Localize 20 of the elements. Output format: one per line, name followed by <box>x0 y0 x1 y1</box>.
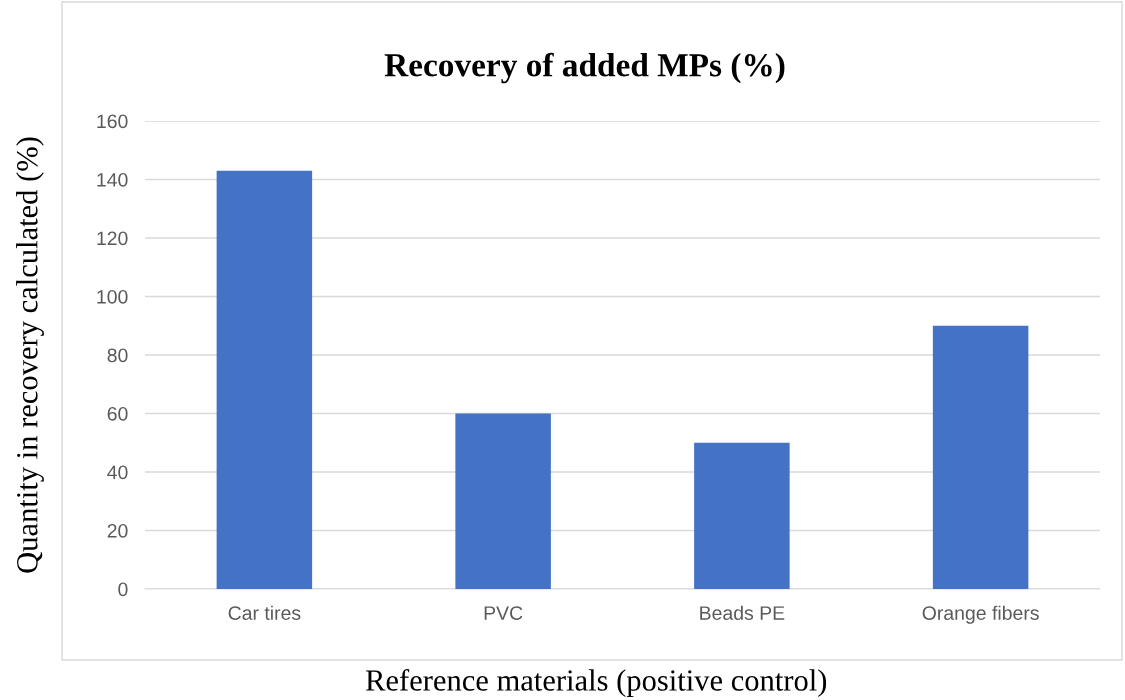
y-tick-label: 80 <box>107 348 128 363</box>
x-tick-label: Orange fibers <box>922 605 1039 624</box>
x-tick-label: Beads PE <box>700 605 785 620</box>
y-tick-label: 40 <box>107 465 128 480</box>
x-tick-label: PVC <box>484 606 523 620</box>
x-axis-title: Reference materials (positive control) <box>365 668 827 698</box>
bar <box>932 325 1029 589</box>
y-axis-title: Quantity in recovery calculated (%) <box>16 137 44 573</box>
y-tick-label: 20 <box>107 523 128 538</box>
bar <box>694 442 790 589</box>
y-tick-label: 60 <box>107 406 128 421</box>
y-tick-label: 160 <box>97 114 128 129</box>
y-tick-label: 120 <box>97 231 128 246</box>
chart-title: Recovery of added MPs (%) <box>384 52 785 84</box>
y-tick-label: 140 <box>97 172 128 187</box>
bar <box>455 413 551 589</box>
x-tick-label: Car tires <box>228 605 301 620</box>
y-tick-label: 0 <box>118 582 128 597</box>
bar <box>216 170 313 589</box>
y-tick-label: 100 <box>97 289 128 304</box>
